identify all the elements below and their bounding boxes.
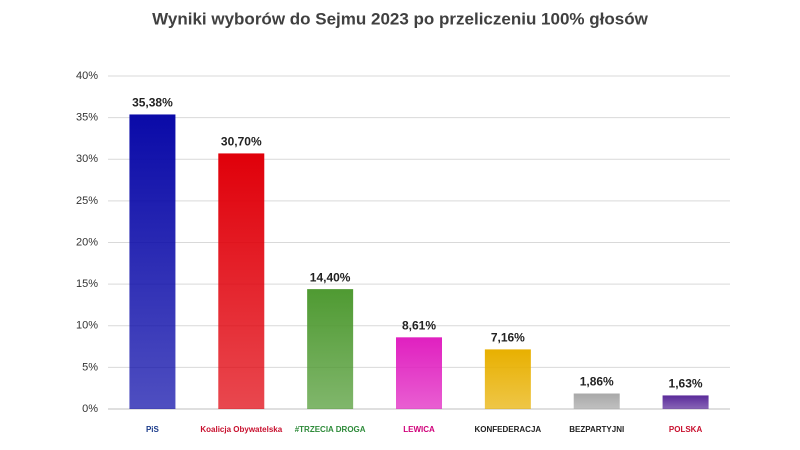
y-tick-label: 10% <box>76 320 98 332</box>
x-tick-label: BEZPARTYJNI <box>569 425 624 434</box>
y-tick-label: 0% <box>82 403 98 415</box>
bar <box>484 349 531 409</box>
y-tick-label: 5% <box>82 361 98 373</box>
y-tick-label: 40% <box>76 70 98 82</box>
data-label: 7,16% <box>491 331 525 345</box>
bar <box>307 289 354 409</box>
data-label: 14,40% <box>310 270 351 284</box>
data-label: 8,61% <box>402 318 436 332</box>
chart-title: Wyniki wyborów do Sejmu 2023 po przelicz… <box>152 9 648 28</box>
bar <box>662 395 709 409</box>
data-label: 30,70% <box>221 135 262 149</box>
x-tick-label: PiS <box>146 425 160 434</box>
data-label: 1,63% <box>669 377 703 391</box>
data-label: 1,86% <box>580 375 614 389</box>
y-tick-label: 15% <box>76 278 98 290</box>
y-tick-label: 30% <box>76 153 98 165</box>
x-tick-label: LEWICA <box>403 425 435 434</box>
x-tick-label: KONFEDERACJA <box>475 425 542 434</box>
y-tick-label: 25% <box>76 195 98 207</box>
bar <box>573 393 620 409</box>
y-tick-label: 35% <box>76 112 98 124</box>
bar <box>129 114 176 410</box>
y-tick-label: 20% <box>76 236 98 248</box>
x-tick-label: #TRZECIA DROGA <box>295 425 366 434</box>
bar <box>218 153 265 409</box>
x-tick-label: POLSKA <box>669 425 703 434</box>
bar <box>396 337 442 409</box>
data-label: 35,38% <box>132 96 173 110</box>
x-tick-label: Koalicja Obywatelska <box>200 425 282 434</box>
